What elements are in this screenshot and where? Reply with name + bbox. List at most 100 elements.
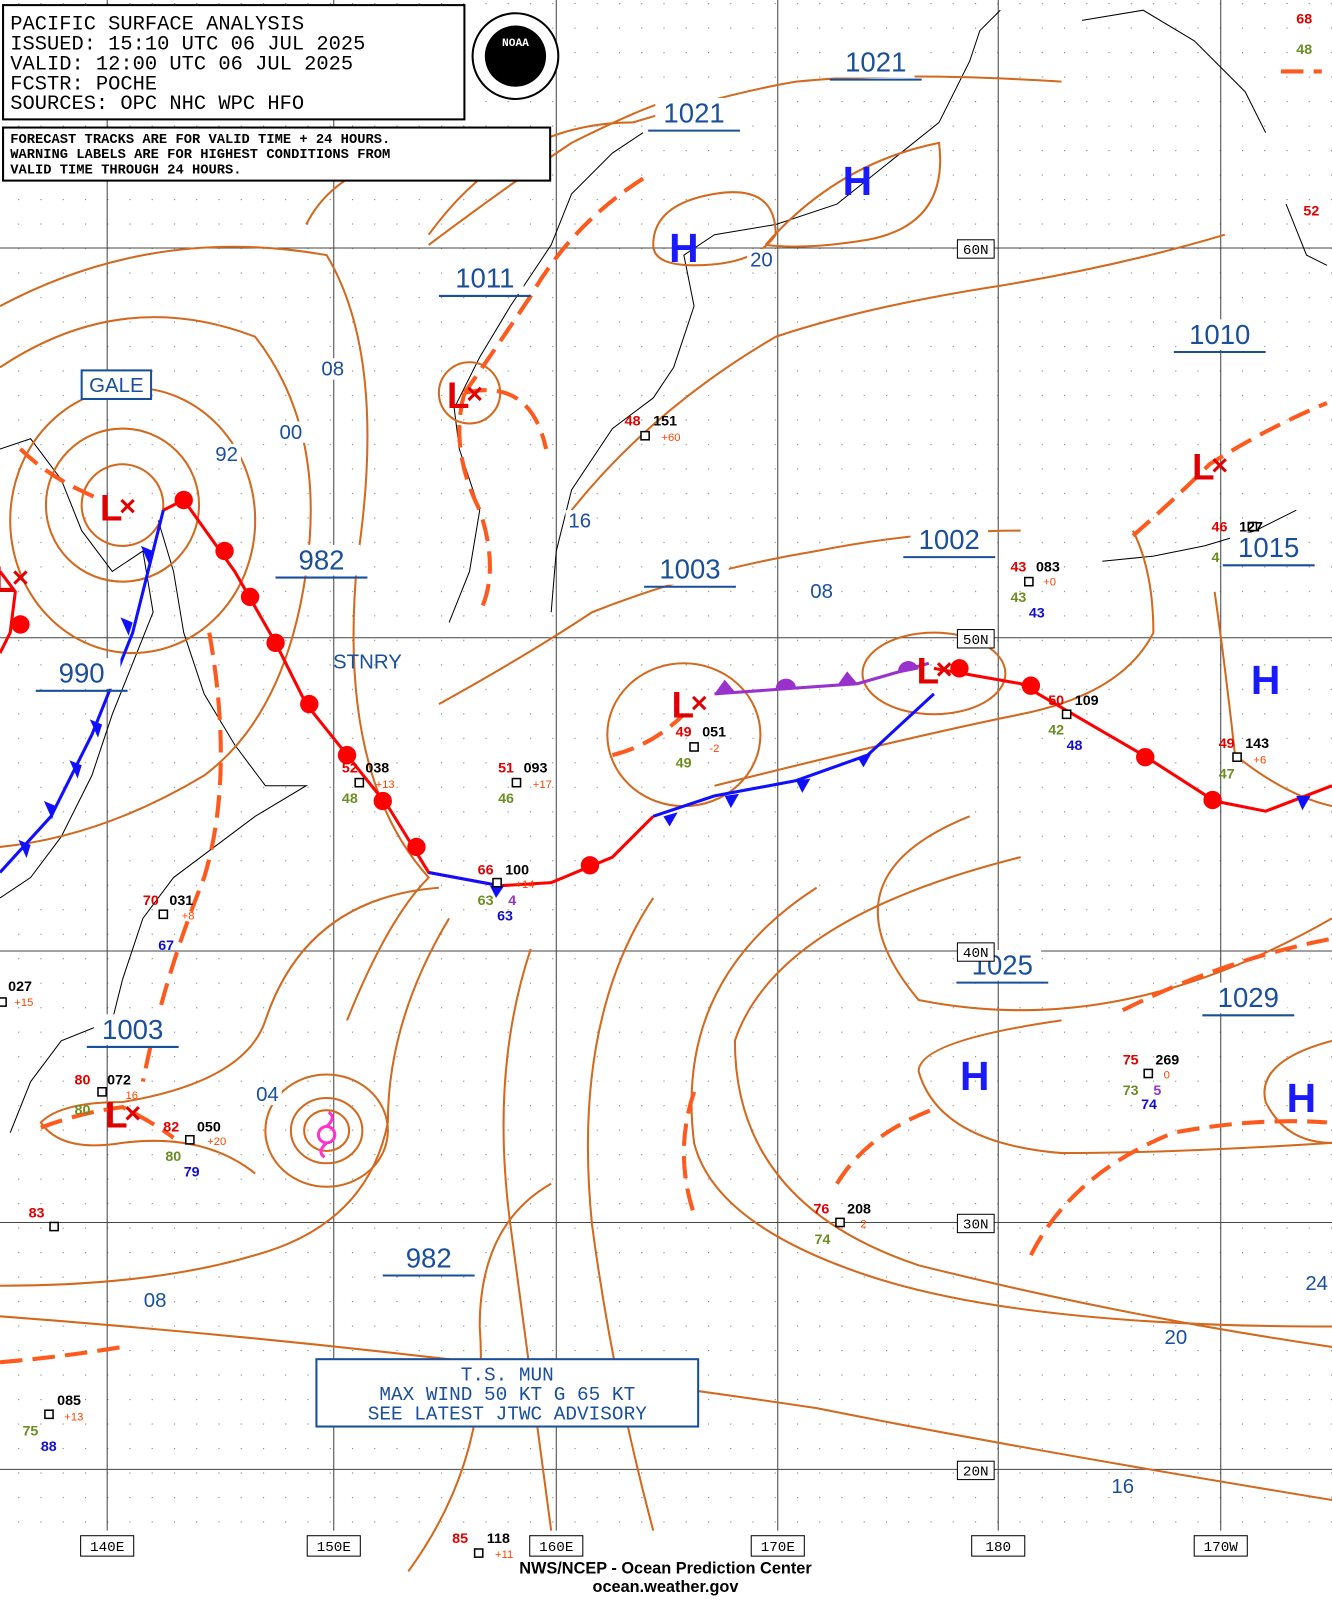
station-marker (473, 1548, 484, 1558)
storm-advisory-line: T.S. MUN (461, 1365, 554, 1387)
station-report: 051 (702, 725, 726, 741)
isobar-label: 16 (568, 511, 591, 533)
station-report: 63 (497, 908, 513, 924)
pressure-label: 1010 (1189, 319, 1250, 350)
pressure-label-bg (1229, 532, 1308, 564)
station-report: 82 (163, 1120, 179, 1136)
longitude-label: 150E (317, 1540, 351, 1556)
station-report: +15 (14, 997, 33, 1009)
pressure-label-bg (836, 46, 915, 78)
pressure-label-bg (655, 97, 733, 129)
isobar-label: 08 (810, 581, 833, 603)
station-report: 48 (625, 414, 641, 430)
latitude-label: 40N (963, 946, 989, 962)
station-report: +8 (182, 910, 195, 922)
isobar-label: 00 (280, 422, 303, 444)
station-report: 4 (1212, 550, 1220, 566)
lon-label-box (529, 1535, 584, 1557)
station-report: 085 (57, 1393, 81, 1409)
pressure-label-bg (42, 658, 121, 689)
station-marker (1061, 709, 1072, 720)
note-line: VALID TIME THROUGH 24 HOURS. (10, 163, 241, 178)
station-report: 43 (1010, 590, 1026, 606)
station-report: 74 (1141, 1097, 1157, 1113)
station-report: 43 (1029, 605, 1045, 621)
station-report: 49 (676, 755, 692, 771)
pressure-label-bg (282, 544, 361, 576)
lon-label-box (750, 1535, 805, 1557)
lat-label-box (956, 629, 995, 649)
station-report: 79 (184, 1165, 200, 1181)
station-report: 208 (847, 1201, 871, 1217)
tropical-storm-symbol (316, 1110, 337, 1159)
station-report: 80 (75, 1102, 91, 1118)
isobar-label: 08 (144, 1290, 167, 1312)
station-report: 031 (169, 893, 193, 909)
station-report: +0 (1043, 577, 1056, 589)
note-box (2, 126, 552, 182)
low-x (1212, 458, 1227, 473)
station-report: 63 (478, 893, 494, 909)
header-line: FCSTR: POCHE (10, 73, 157, 96)
station-report: 050 (197, 1120, 221, 1136)
station-marker (354, 777, 365, 788)
low-x (125, 1106, 140, 1121)
station-report: 4 (508, 893, 516, 909)
station-report: 88 (41, 1439, 57, 1455)
note-line: FORECAST TRACKS ARE FOR VALID TIME + 24 … (10, 133, 390, 148)
station-report: 85 (452, 1531, 468, 1547)
station-marker (1143, 1068, 1154, 1079)
lon-label-box (80, 1535, 135, 1557)
station-report: +11 (495, 1549, 513, 1561)
station-report: 083 (1036, 559, 1060, 575)
station-report: 75 (1123, 1052, 1139, 1068)
latitude-label: 20N (963, 1465, 989, 1481)
station-report: 093 (524, 760, 548, 776)
isobars (0, 75, 1332, 1573)
footer-line: ocean.weather.gov (592, 1578, 738, 1596)
minor-grid (0, 0, 1332, 1531)
station-report: 48 (1067, 738, 1083, 754)
station-marker (1247, 521, 1258, 532)
station-report: 52 (1303, 203, 1319, 219)
low-center: L (0, 559, 15, 600)
gale-box (80, 369, 153, 400)
pressure-label-bg (446, 263, 524, 294)
station-report: 49 (676, 725, 692, 741)
station-report: 16 (126, 1090, 138, 1102)
station-report: 75 (22, 1424, 38, 1440)
station-report: +20 (207, 1136, 226, 1148)
header-box (2, 4, 466, 121)
station-marker (158, 909, 169, 920)
header-line: PACIFIC SURFACE ANALYSIS (10, 14, 304, 37)
station-report: 46 (1212, 520, 1228, 536)
isobar-label: 16 (1111, 1476, 1134, 1498)
isobar-label-bg (1302, 1272, 1331, 1294)
pressure-label: 1002 (919, 524, 980, 555)
station-report: 67 (158, 938, 174, 954)
high-center: H (843, 158, 872, 204)
station-marker (1232, 752, 1242, 762)
isobar-label-bg (565, 510, 595, 532)
station-report: -2 (709, 743, 719, 755)
station-report: 2 (860, 1219, 866, 1231)
logo-text: NOAA (502, 38, 529, 50)
station-report: 43 (1010, 559, 1026, 575)
pressure-label: 1015 (1238, 532, 1299, 563)
station-report: 80 (75, 1073, 91, 1089)
station-marker (835, 1217, 845, 1228)
header-line: ISSUED: 15:10 UTC 06 JUL 2025 (10, 33, 365, 56)
station-report: 072 (107, 1073, 131, 1089)
station-report: +60 (661, 432, 680, 444)
pressure-label-bg (389, 1242, 468, 1274)
header-line: SOURCES: OPC NHC WPC HFO (10, 93, 304, 116)
longitude-label: 140E (90, 1540, 124, 1556)
low-x (120, 498, 135, 514)
noaa-logo-inner (484, 25, 547, 87)
station-report: 48 (342, 791, 358, 807)
station-report: 70 (143, 893, 159, 909)
lon-label-box (971, 1535, 1026, 1557)
station-report: 46 (498, 791, 514, 807)
pressure-label-bg (910, 524, 989, 556)
